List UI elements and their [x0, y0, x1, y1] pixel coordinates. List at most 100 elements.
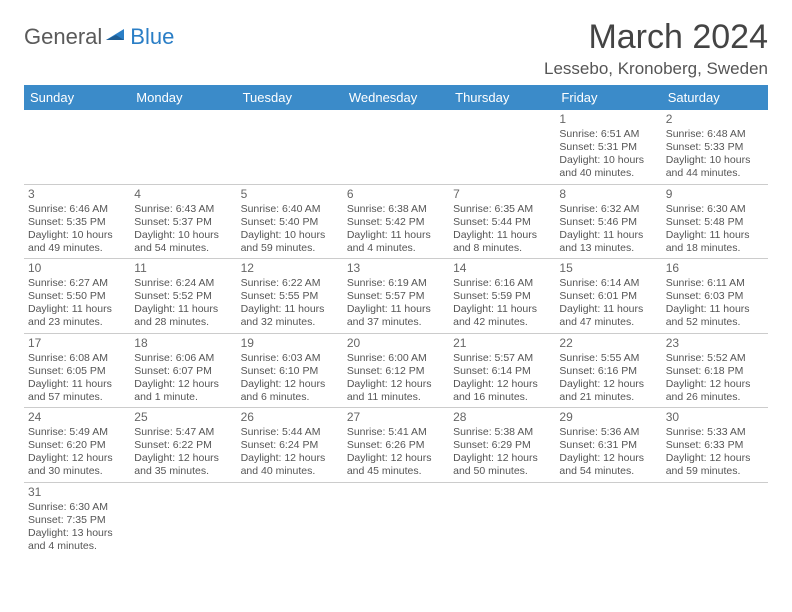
day-detail: Sunset: 5:35 PM	[28, 216, 126, 229]
day-detail: Sunrise: 5:41 AM	[347, 426, 445, 439]
calendar-cell: 18Sunrise: 6:06 AMSunset: 6:07 PMDayligh…	[130, 333, 236, 408]
day-detail: Sunrise: 6:22 AM	[241, 277, 339, 290]
day-detail: Sunset: 6:29 PM	[453, 439, 551, 452]
day-detail: Daylight: 12 hours	[666, 378, 764, 391]
calendar-cell: 25Sunrise: 5:47 AMSunset: 6:22 PMDayligh…	[130, 408, 236, 483]
day-detail: Daylight: 10 hours	[559, 154, 657, 167]
day-detail: Daylight: 11 hours	[134, 303, 232, 316]
day-detail: and 40 minutes.	[559, 167, 657, 180]
day-detail: Sunset: 6:01 PM	[559, 290, 657, 303]
day-detail: Daylight: 11 hours	[666, 229, 764, 242]
logo-text-general: General	[24, 24, 102, 50]
day-detail: Daylight: 11 hours	[559, 229, 657, 242]
day-number: 15	[559, 261, 657, 276]
weekday-header-row: Sunday Monday Tuesday Wednesday Thursday…	[24, 85, 768, 110]
day-detail: Sunrise: 6:00 AM	[347, 352, 445, 365]
day-detail: Daylight: 12 hours	[559, 378, 657, 391]
day-detail: and 59 minutes.	[666, 465, 764, 478]
day-number: 29	[559, 410, 657, 425]
day-detail: Sunset: 6:10 PM	[241, 365, 339, 378]
day-detail: and 28 minutes.	[134, 316, 232, 329]
day-detail: Sunrise: 6:46 AM	[28, 203, 126, 216]
calendar-cell: 26Sunrise: 5:44 AMSunset: 6:24 PMDayligh…	[237, 408, 343, 483]
day-detail: Daylight: 11 hours	[241, 303, 339, 316]
calendar-cell: 20Sunrise: 6:00 AMSunset: 6:12 PMDayligh…	[343, 333, 449, 408]
day-detail: Sunrise: 5:52 AM	[666, 352, 764, 365]
day-detail: Sunset: 6:26 PM	[347, 439, 445, 452]
day-detail: Sunrise: 6:32 AM	[559, 203, 657, 216]
day-number: 8	[559, 187, 657, 202]
day-detail: Sunrise: 6:24 AM	[134, 277, 232, 290]
day-detail: Daylight: 13 hours	[28, 527, 126, 540]
calendar-cell	[130, 110, 236, 184]
day-detail: Daylight: 11 hours	[28, 378, 126, 391]
calendar-cell: 13Sunrise: 6:19 AMSunset: 5:57 PMDayligh…	[343, 259, 449, 334]
calendar-cell: 28Sunrise: 5:38 AMSunset: 6:29 PMDayligh…	[449, 408, 555, 483]
day-detail: and 37 minutes.	[347, 316, 445, 329]
day-detail: Sunrise: 6:30 AM	[666, 203, 764, 216]
day-detail: Sunrise: 6:38 AM	[347, 203, 445, 216]
day-number: 3	[28, 187, 126, 202]
page-title: March 2024	[544, 18, 768, 57]
calendar-row: 3Sunrise: 6:46 AMSunset: 5:35 PMDaylight…	[24, 184, 768, 259]
day-detail: Sunrise: 6:19 AM	[347, 277, 445, 290]
calendar-cell: 30Sunrise: 5:33 AMSunset: 6:33 PMDayligh…	[662, 408, 768, 483]
day-detail: and 47 minutes.	[559, 316, 657, 329]
day-detail: Sunset: 6:03 PM	[666, 290, 764, 303]
calendar-row: 17Sunrise: 6:08 AMSunset: 6:05 PMDayligh…	[24, 333, 768, 408]
calendar-cell	[343, 482, 449, 556]
calendar-cell	[237, 110, 343, 184]
day-detail: and 42 minutes.	[453, 316, 551, 329]
calendar-row: 31Sunrise: 6:30 AMSunset: 7:35 PMDayligh…	[24, 482, 768, 556]
day-number: 7	[453, 187, 551, 202]
day-detail: Daylight: 10 hours	[28, 229, 126, 242]
day-detail: and 50 minutes.	[453, 465, 551, 478]
day-detail: and 4 minutes.	[347, 242, 445, 255]
day-detail: Sunset: 6:18 PM	[666, 365, 764, 378]
calendar-cell: 6Sunrise: 6:38 AMSunset: 5:42 PMDaylight…	[343, 184, 449, 259]
day-detail: Sunset: 6:24 PM	[241, 439, 339, 452]
day-detail: Sunrise: 5:57 AM	[453, 352, 551, 365]
calendar-cell: 16Sunrise: 6:11 AMSunset: 6:03 PMDayligh…	[662, 259, 768, 334]
day-detail: Sunrise: 6:14 AM	[559, 277, 657, 290]
title-block: March 2024 Lessebo, Kronoberg, Sweden	[544, 18, 768, 79]
day-detail: and 1 minute.	[134, 391, 232, 404]
day-detail: Daylight: 11 hours	[453, 229, 551, 242]
day-number: 17	[28, 336, 126, 351]
calendar-cell: 21Sunrise: 5:57 AMSunset: 6:14 PMDayligh…	[449, 333, 555, 408]
day-detail: Sunset: 5:46 PM	[559, 216, 657, 229]
day-detail: Sunrise: 5:55 AM	[559, 352, 657, 365]
day-detail: Sunset: 5:44 PM	[453, 216, 551, 229]
weekday-header: Monday	[130, 85, 236, 110]
day-detail: Sunrise: 6:27 AM	[28, 277, 126, 290]
calendar-cell: 22Sunrise: 5:55 AMSunset: 6:16 PMDayligh…	[555, 333, 661, 408]
day-detail: Sunset: 5:55 PM	[241, 290, 339, 303]
day-detail: Daylight: 10 hours	[241, 229, 339, 242]
day-detail: Daylight: 12 hours	[453, 452, 551, 465]
day-detail: Sunset: 6:14 PM	[453, 365, 551, 378]
logo-flag-icon	[106, 26, 130, 49]
day-number: 31	[28, 485, 126, 500]
day-number: 28	[453, 410, 551, 425]
calendar-cell	[343, 110, 449, 184]
calendar-cell: 1Sunrise: 6:51 AMSunset: 5:31 PMDaylight…	[555, 110, 661, 184]
day-detail: and 13 minutes.	[559, 242, 657, 255]
day-detail: and 54 minutes.	[559, 465, 657, 478]
header: General Blue March 2024 Lessebo, Kronobe…	[24, 18, 768, 79]
day-detail: Sunset: 5:52 PM	[134, 290, 232, 303]
weekday-header: Saturday	[662, 85, 768, 110]
day-number: 27	[347, 410, 445, 425]
day-detail: Sunset: 6:20 PM	[28, 439, 126, 452]
day-detail: Sunset: 5:31 PM	[559, 141, 657, 154]
calendar-cell: 7Sunrise: 6:35 AMSunset: 5:44 PMDaylight…	[449, 184, 555, 259]
calendar-body: 1Sunrise: 6:51 AMSunset: 5:31 PMDaylight…	[24, 110, 768, 556]
calendar-cell: 27Sunrise: 5:41 AMSunset: 6:26 PMDayligh…	[343, 408, 449, 483]
calendar-cell: 24Sunrise: 5:49 AMSunset: 6:20 PMDayligh…	[24, 408, 130, 483]
calendar-cell	[24, 110, 130, 184]
day-number: 30	[666, 410, 764, 425]
day-detail: and 23 minutes.	[28, 316, 126, 329]
calendar-cell: 23Sunrise: 5:52 AMSunset: 6:18 PMDayligh…	[662, 333, 768, 408]
day-detail: and 57 minutes.	[28, 391, 126, 404]
day-detail: Sunrise: 5:36 AM	[559, 426, 657, 439]
calendar-cell: 12Sunrise: 6:22 AMSunset: 5:55 PMDayligh…	[237, 259, 343, 334]
